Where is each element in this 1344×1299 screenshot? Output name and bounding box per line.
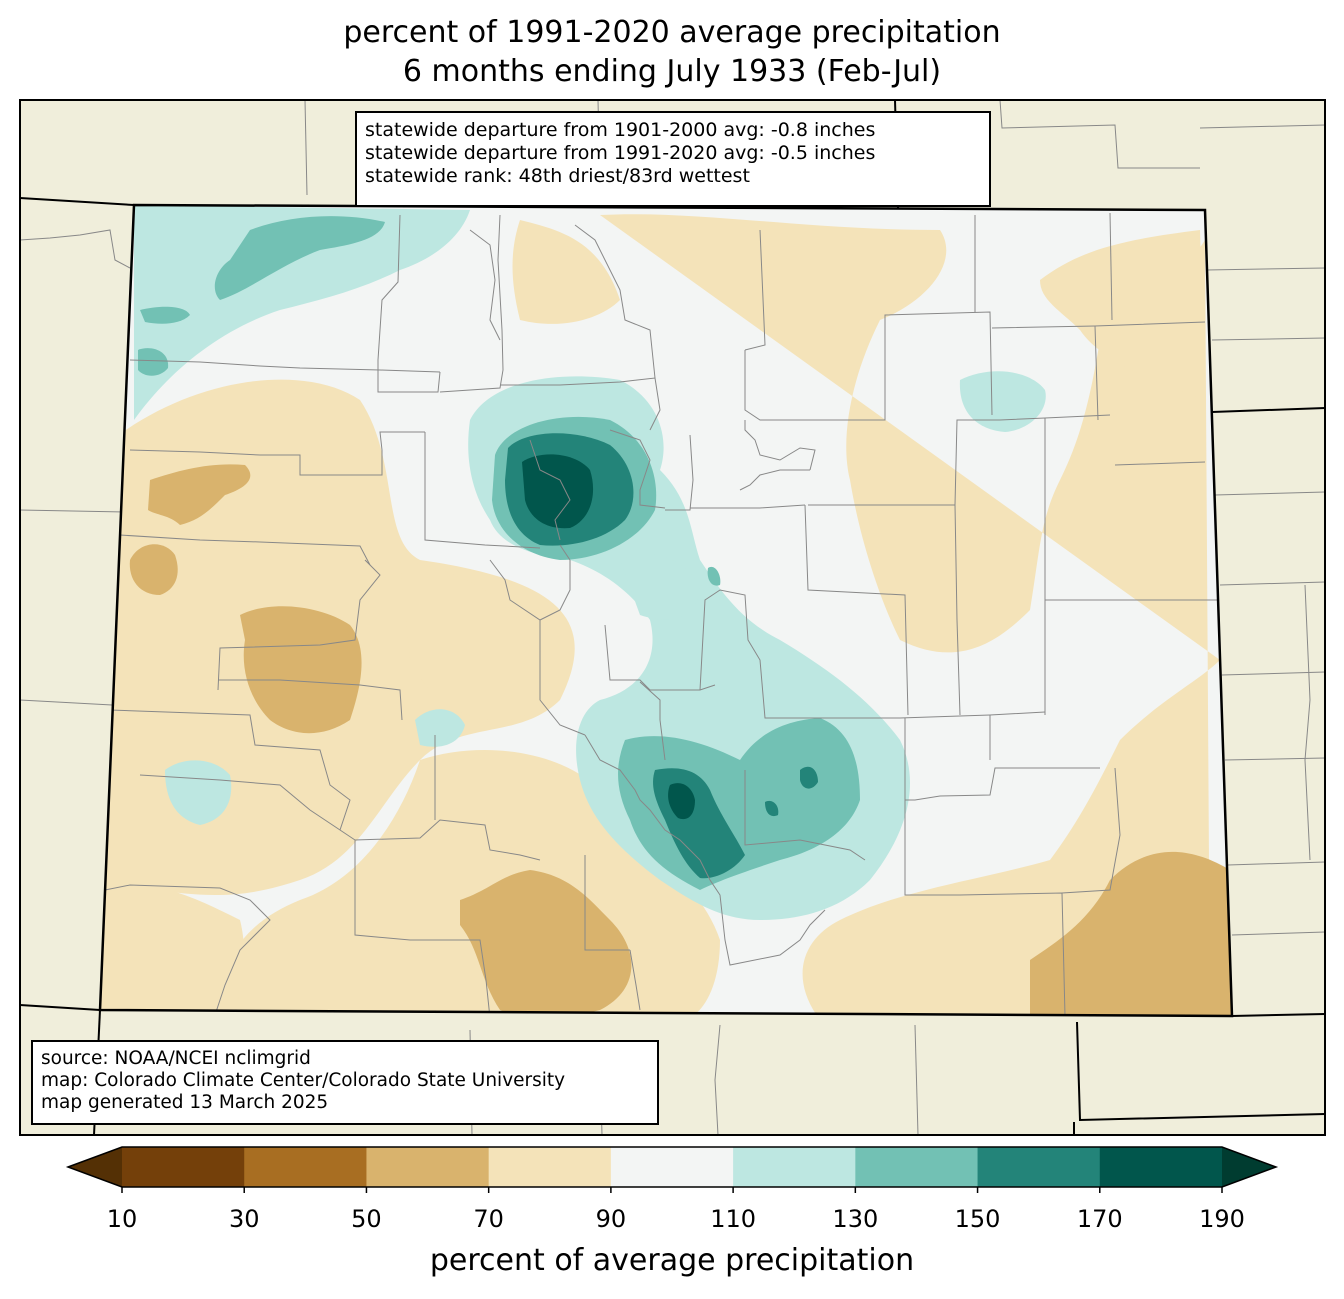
colorbar-tick-label: 70 [473, 1205, 504, 1233]
colorbar-tick-label: 110 [710, 1205, 757, 1233]
title-line-1: percent of 1991-2020 average precipitati… [343, 15, 1001, 50]
colorbar-segment [733, 1147, 856, 1187]
stats-line-2: statewide departure from 1991-2020 avg: … [365, 142, 876, 164]
colorbar [65, 1146, 1279, 1193]
colorbar-tick-label: 30 [228, 1205, 260, 1233]
colorbar-extend-high [1222, 1147, 1276, 1187]
colorbar-tick-label: 170 [1076, 1205, 1123, 1233]
source-line-2: map: Colorado Climate Center/Colorado St… [41, 1070, 566, 1091]
colorbar-segment [1099, 1147, 1223, 1187]
colorbar-tick-label: 190 [1199, 1205, 1245, 1233]
source-line-1: source: NOAA/NCEI nclimgrid [41, 1048, 311, 1069]
colorbar-segment [366, 1147, 490, 1187]
colorado-border [98, 203, 1234, 1018]
colorbar-tick-label: 50 [351, 1205, 382, 1233]
colorbar-label: percent of average precipitation [429, 1243, 915, 1278]
colorbar-extend-low [68, 1147, 122, 1187]
source-box: source: NOAA/NCEI nclimgrid map: Colorad… [31, 1040, 659, 1125]
map-frame [19, 99, 1326, 1136]
colorbar-segment [977, 1147, 1101, 1187]
colorbar-segment [855, 1147, 979, 1187]
colorbar-segment [488, 1147, 612, 1187]
colorbar-segment [122, 1147, 245, 1187]
colorado-precip-field [100, 205, 1232, 1016]
stats-line-3: statewide rank: 48th driest/83rd wettest [365, 165, 750, 187]
source-line-3: map generated 13 March 2025 [41, 1092, 329, 1113]
colorbar-segment [610, 1147, 734, 1187]
title-line-2: 6 months ending July 1933 (Feb-Jul) [402, 54, 942, 89]
colorbar-segment [244, 1147, 367, 1187]
colorbar-tick-label: 130 [832, 1205, 879, 1233]
stats-line-1: statewide departure from 1901-2000 avg: … [365, 119, 876, 141]
colorbar-tick-label: 150 [954, 1205, 1001, 1233]
colorbar-tick-label: 10 [106, 1205, 138, 1233]
statewide-stats-box: statewide departure from 1901-2000 avg: … [355, 111, 991, 207]
colorbar-tick-label: 90 [595, 1205, 627, 1233]
